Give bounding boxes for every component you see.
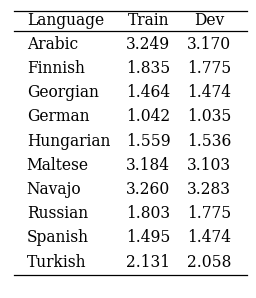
Text: Russian: Russian — [27, 205, 88, 222]
Text: 1.474: 1.474 — [187, 229, 231, 246]
Text: 1.495: 1.495 — [126, 229, 170, 246]
Text: 3.103: 3.103 — [187, 157, 231, 174]
Text: 3.283: 3.283 — [187, 181, 231, 198]
Text: 1.474: 1.474 — [187, 84, 231, 101]
Text: 3.260: 3.260 — [126, 181, 170, 198]
Text: Spanish: Spanish — [27, 229, 89, 246]
Text: 2.058: 2.058 — [187, 254, 231, 271]
Text: German: German — [27, 108, 89, 125]
Text: 3.184: 3.184 — [126, 157, 170, 174]
Text: 1.803: 1.803 — [126, 205, 170, 222]
Text: Dev: Dev — [194, 12, 224, 29]
Text: 1.835: 1.835 — [126, 60, 170, 77]
Text: Maltese: Maltese — [27, 157, 89, 174]
Text: Finnish: Finnish — [27, 60, 84, 77]
Text: Arabic: Arabic — [27, 36, 78, 53]
Text: Georgian: Georgian — [27, 84, 99, 101]
Text: 1.775: 1.775 — [187, 60, 231, 77]
Text: 3.249: 3.249 — [126, 36, 170, 53]
Text: Turkish: Turkish — [27, 254, 86, 271]
Text: 2.131: 2.131 — [126, 254, 170, 271]
Text: 1.559: 1.559 — [126, 133, 170, 150]
Text: 1.536: 1.536 — [187, 133, 231, 150]
Text: 1.035: 1.035 — [187, 108, 231, 125]
Text: Train: Train — [127, 12, 169, 29]
Text: 1.042: 1.042 — [126, 108, 170, 125]
Text: Language: Language — [27, 12, 104, 29]
Text: 1.464: 1.464 — [126, 84, 170, 101]
Text: Hungarian: Hungarian — [27, 133, 110, 150]
Text: 1.775: 1.775 — [187, 205, 231, 222]
Text: Navajo: Navajo — [27, 181, 81, 198]
Text: 3.170: 3.170 — [187, 36, 231, 53]
